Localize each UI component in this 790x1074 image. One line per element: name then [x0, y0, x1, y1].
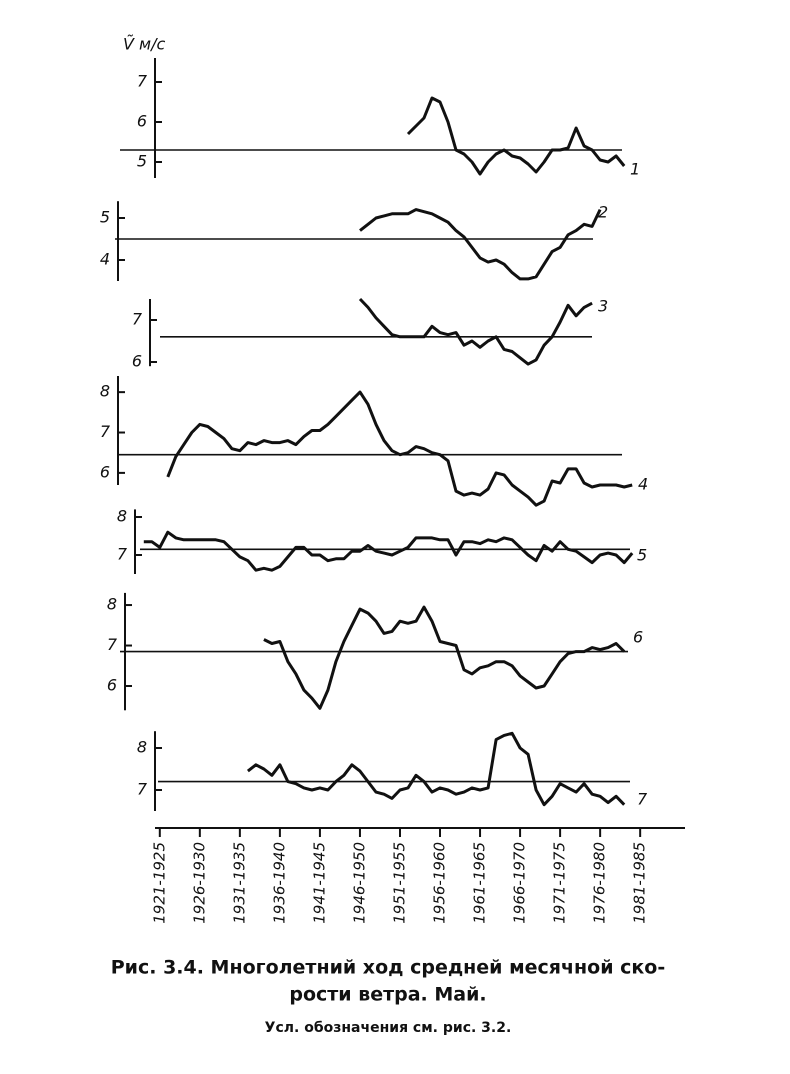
y-tick-label: 5 [137, 152, 147, 171]
series-line [406, 96, 626, 176]
series-line [263, 605, 626, 710]
series-line [359, 208, 602, 281]
series-line [358, 297, 593, 366]
y-tick-label: 8 [137, 738, 147, 757]
y-tick-label: 7 [107, 635, 118, 654]
y-tick-label: 7 [137, 780, 148, 799]
y-tick-label: 6 [137, 112, 147, 131]
x-tick-label: 1951-1955 [390, 842, 408, 924]
series-label: 3 [598, 297, 608, 316]
series-label: 1 [630, 160, 640, 179]
series-label: 7 [637, 790, 648, 809]
x-tick-label: 1981-1985 [631, 842, 649, 924]
x-tick-label: 1926-1930 [190, 842, 208, 924]
y-tick-label: 7 [132, 310, 143, 329]
y-tick-label: 6 [100, 462, 110, 481]
x-tick-label: 1961-1965 [471, 842, 489, 924]
y-tick-label: 6 [132, 352, 142, 371]
caption-line: Рис. 3.4. Многолетний ход средней месячн… [111, 957, 666, 979]
caption-line: рости ветра. Май. [289, 984, 486, 1006]
x-tick-label: 1941-1945 [310, 842, 328, 924]
series-label: 2 [598, 203, 608, 222]
x-tick-label: 1956-1960 [431, 842, 449, 924]
series-line [143, 530, 634, 572]
y-tick-label: 5 [100, 208, 110, 227]
series-label: 5 [637, 546, 647, 565]
series-line [246, 731, 626, 807]
y-tick-label: 7 [100, 422, 111, 441]
series-label: 4 [638, 475, 648, 494]
series-label: 6 [633, 628, 643, 647]
y-tick-label: 7 [137, 72, 148, 91]
y-axis-label: Ṽ м/с [123, 35, 165, 54]
y-tick-label: 8 [117, 507, 127, 526]
x-tick-label: 1936-1940 [270, 842, 288, 924]
y-tick-label: 8 [100, 382, 110, 401]
caption-note: Усл. обозначения см. рис. 3.2. [265, 1020, 512, 1036]
x-tick-label: 1931-1935 [230, 842, 248, 924]
x-tick-label: 1921-1925 [150, 842, 168, 924]
y-tick-label: 8 [107, 595, 117, 614]
y-tick-label: 6 [107, 676, 117, 695]
x-tick-label: 1976-1980 [591, 842, 609, 924]
x-tick-label: 1946-1950 [350, 842, 368, 924]
y-tick-label: 7 [117, 545, 128, 564]
y-tick-label: 4 [100, 250, 110, 269]
x-tick-label: 1971-1975 [551, 842, 569, 924]
x-tick-label: 1966-1970 [511, 842, 529, 924]
series-line [166, 390, 633, 507]
